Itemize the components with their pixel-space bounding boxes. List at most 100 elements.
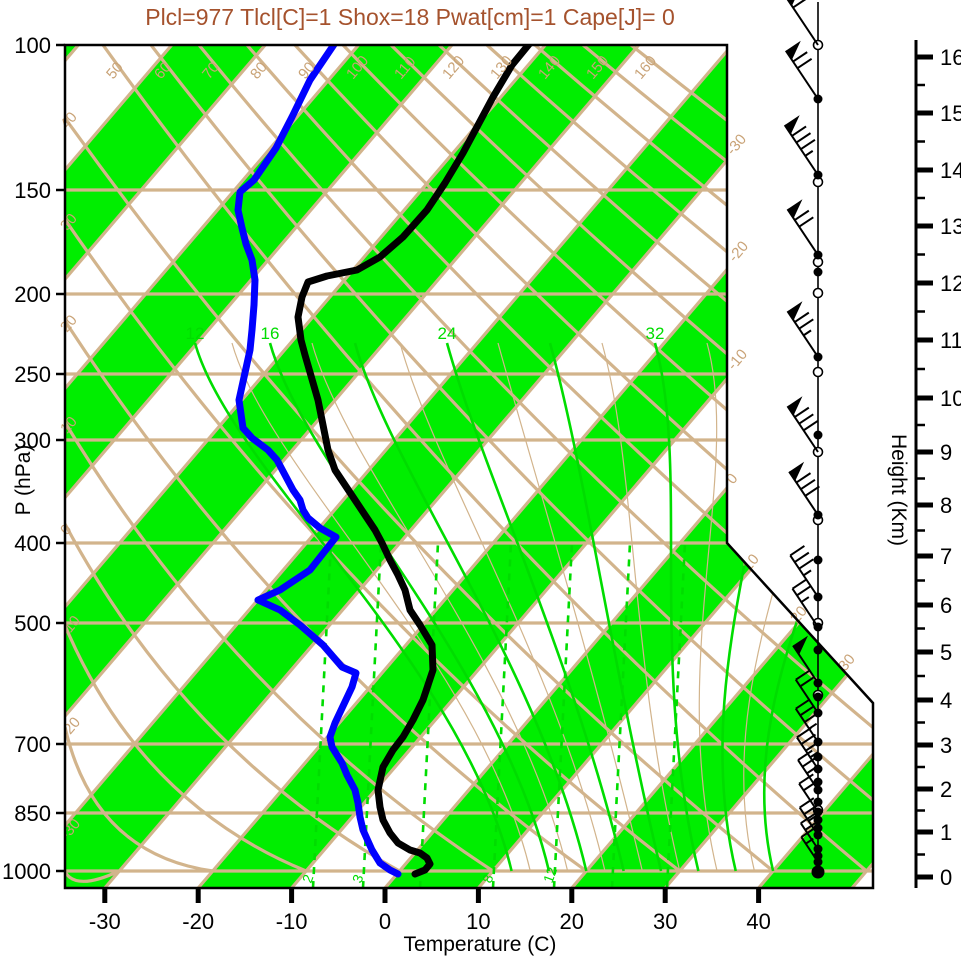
moist-adiabat-label: 32 xyxy=(646,324,665,343)
isotherm-line xyxy=(65,45,360,888)
wind-barb-full xyxy=(792,0,807,9)
dewpoint-curve xyxy=(234,45,402,878)
wind-barb-shaft xyxy=(789,554,819,598)
wind-barb xyxy=(789,545,819,598)
moist-adiabat-line xyxy=(268,342,551,872)
wind-level-dot xyxy=(813,430,823,440)
wind-barb-pennant xyxy=(785,40,801,60)
wind-barb-full xyxy=(792,51,808,63)
wind-barb-full xyxy=(798,773,814,785)
wind-barb-full xyxy=(798,558,814,570)
temperature-tick-label: 0 xyxy=(379,909,391,934)
wind-barb xyxy=(794,669,819,714)
moist-adiabat-label: 12 xyxy=(186,324,205,343)
wind-level-dot xyxy=(813,777,823,787)
wind-barb-full xyxy=(805,740,821,752)
isotherm-band xyxy=(65,45,826,888)
height-tick-label: 5 xyxy=(940,640,952,665)
wind-level-dot xyxy=(813,267,823,277)
temperature-curve xyxy=(294,45,534,878)
height-tick-label: 1 xyxy=(940,820,952,845)
moist-adiabat-label: 24 xyxy=(438,324,457,343)
wind-barb-full xyxy=(799,705,815,717)
wind-barb-full xyxy=(803,420,819,432)
height-tick-label: 2 xyxy=(940,777,952,802)
height-axis-title: Height (Km) xyxy=(887,433,910,547)
wind-barb-full xyxy=(795,698,811,710)
temperature-tick-label: -10 xyxy=(276,909,308,934)
height-tick-label: 13 xyxy=(940,214,961,239)
wind-barb-pennant xyxy=(793,635,809,655)
dry-adiabat-line xyxy=(245,45,873,873)
wind-barb-full xyxy=(794,406,810,418)
wind-barb xyxy=(786,199,819,256)
wind-barb-full xyxy=(800,826,817,838)
mixing-ratio-line xyxy=(311,542,333,888)
wind-barb-full xyxy=(804,711,820,723)
mixing-ratio-line xyxy=(418,542,440,888)
x-axis-title: Temperature (C) xyxy=(403,933,557,956)
pressure-tick-label: 850 xyxy=(14,801,51,826)
wind-barb xyxy=(784,40,819,100)
wind-barb-pennant xyxy=(784,115,800,135)
height-tick-label: 15 xyxy=(940,101,961,126)
height-tick-label: 10 xyxy=(940,386,961,411)
wind-barb-full xyxy=(798,318,814,330)
moist-adiabat-thin-line xyxy=(601,342,681,872)
height-tick-label: 9 xyxy=(940,440,952,465)
pressure-tick-label: 700 xyxy=(14,732,51,757)
wind-barb-half xyxy=(800,596,810,603)
pressure-axis-title: P (hPa) xyxy=(12,444,35,516)
wind-barb-full xyxy=(796,57,813,70)
wind-barb-pennant xyxy=(787,199,803,219)
wind-barb-pennant xyxy=(789,461,805,481)
wind-barb-half xyxy=(805,837,814,845)
height-tick-label: 6 xyxy=(940,593,952,618)
moist-adiabat-thin-line xyxy=(231,342,531,872)
height-tick-label: 12 xyxy=(940,271,961,296)
wind-barb-full xyxy=(804,819,820,831)
wind-barb-full xyxy=(798,216,814,228)
wind-barb-full xyxy=(795,132,812,144)
dry-adiabat-line xyxy=(101,45,868,873)
dry-adiabat-line xyxy=(197,45,873,873)
wind-barb-full xyxy=(795,669,811,681)
isotherm-label-right: -20 xyxy=(725,238,752,266)
height-tick-label: 11 xyxy=(940,328,961,353)
height-tick-label: 7 xyxy=(940,544,952,569)
dry-adiabat-label-left: -20 xyxy=(57,714,84,742)
moist-adiabat-line xyxy=(193,342,513,872)
moist-adiabat-label: 16 xyxy=(261,324,280,343)
wind-level-dot xyxy=(813,692,823,702)
moist-adiabat-thin-line xyxy=(497,342,643,872)
dry-adiabat-line xyxy=(485,45,873,873)
isotherm-line xyxy=(65,45,267,888)
dry-adiabat-label-top: 90 xyxy=(295,59,319,83)
wind-barb-full xyxy=(794,209,810,221)
wind-level-dot xyxy=(813,645,823,655)
pressure-tick-label: 250 xyxy=(14,362,51,387)
moist-adiabat-thin-line xyxy=(698,342,718,872)
temperature-tick-label: 10 xyxy=(466,909,490,934)
pressure-tick-label: 150 xyxy=(14,178,51,203)
wind-barb-full xyxy=(791,125,807,137)
mixing-ratio-line xyxy=(491,542,513,888)
wind-barb-full xyxy=(800,138,816,151)
wind-barb-shaft xyxy=(786,208,819,256)
pressure-tick-label: 400 xyxy=(14,531,51,556)
wind-barb-full xyxy=(789,545,805,557)
dry-adiabat-label-left: 20 xyxy=(57,312,81,336)
moist-adiabat-thin-line xyxy=(399,342,606,872)
wind-barb-full xyxy=(801,756,818,768)
wind-level-dot xyxy=(813,797,823,807)
wind-barb-shaft xyxy=(800,836,819,863)
wind-barb-full xyxy=(798,413,814,425)
pressure-tick-label: 500 xyxy=(14,611,51,636)
wind-barb xyxy=(799,812,820,850)
dry-adiabat-label-left: 40 xyxy=(57,109,81,133)
wind-barb-shaft xyxy=(794,679,819,714)
wind-barb-pennant xyxy=(787,0,795,6)
pressure-tick-label: 200 xyxy=(14,282,51,307)
wind-barb-full xyxy=(796,585,812,597)
wind-barb-full xyxy=(799,676,815,688)
